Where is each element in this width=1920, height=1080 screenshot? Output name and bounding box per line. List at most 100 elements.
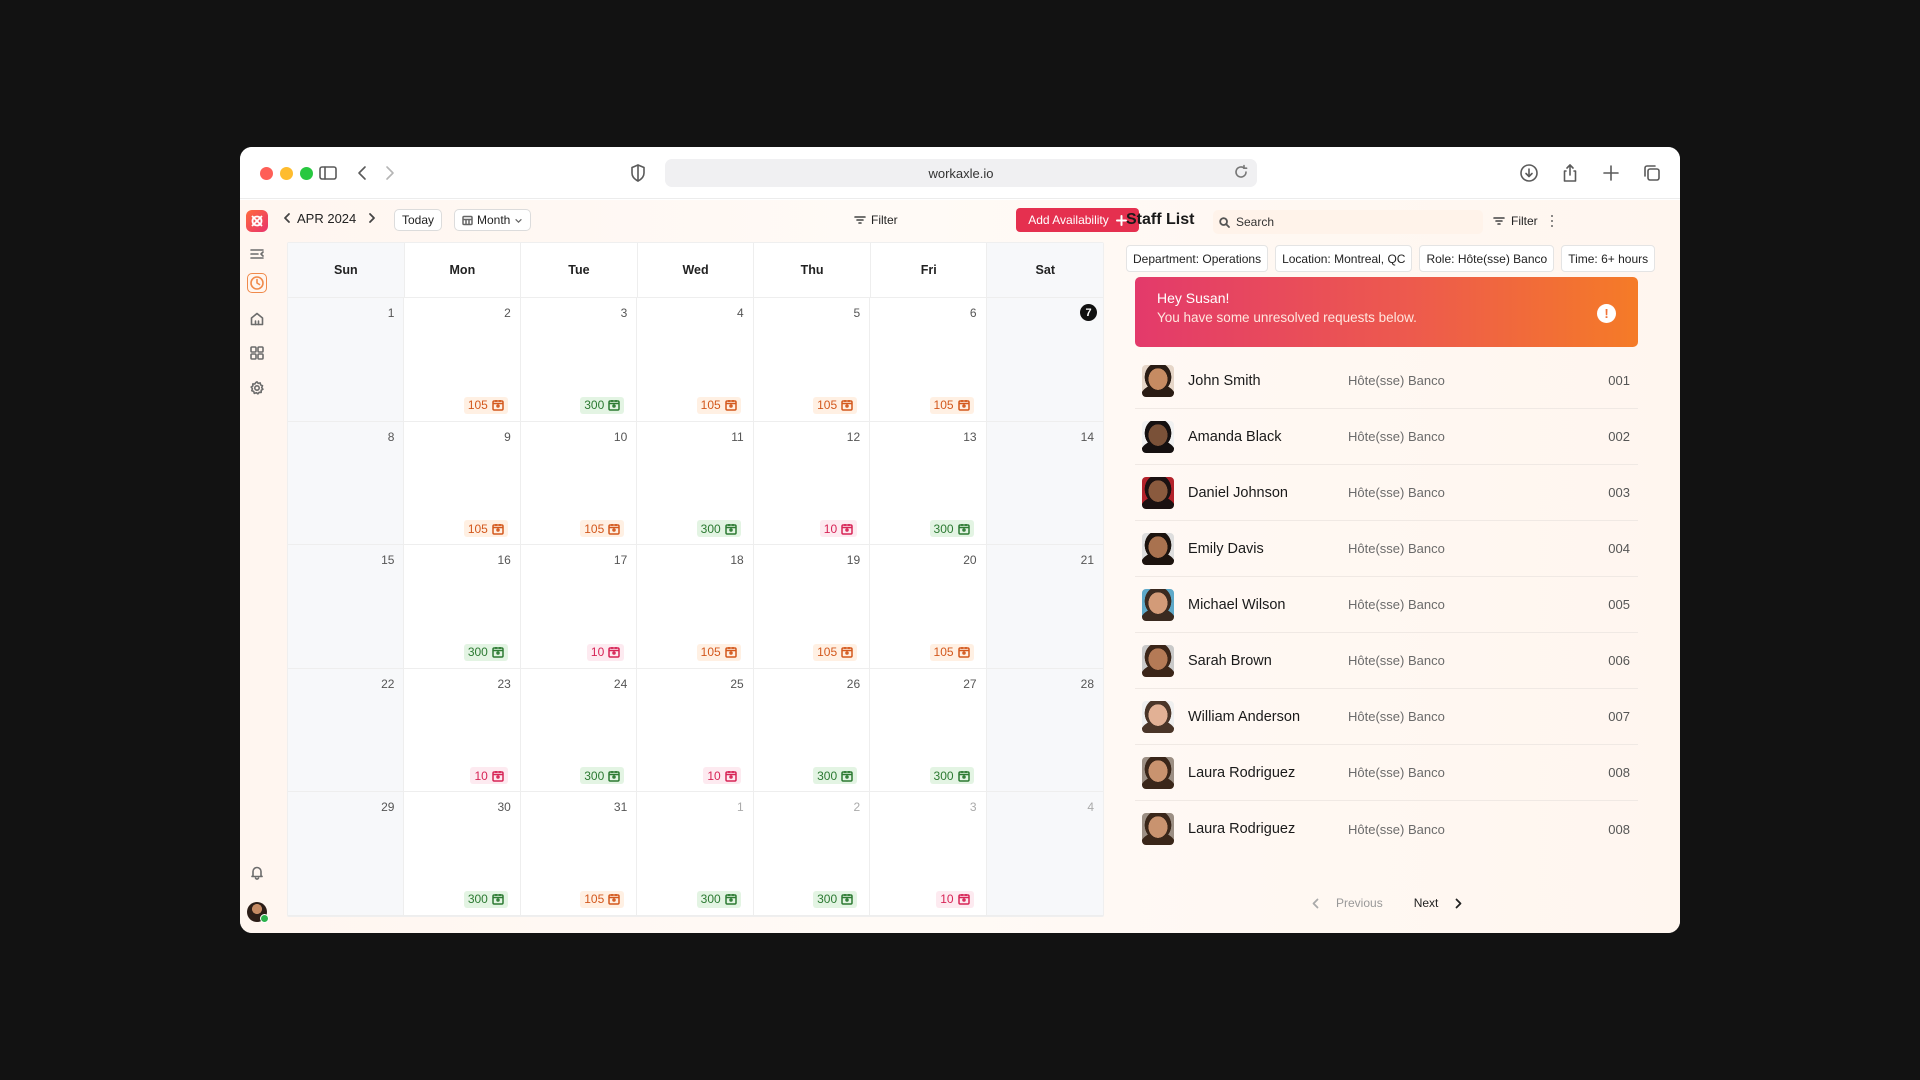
availability-badge[interactable]: 300 bbox=[696, 520, 741, 538]
calendar-day-cell[interactable]: 21 bbox=[986, 545, 1103, 669]
availability-badge[interactable]: 10 bbox=[936, 890, 974, 908]
minimize-window-button[interactable] bbox=[280, 167, 293, 180]
availability-badge[interactable]: 105 bbox=[580, 520, 625, 538]
apps-grid-icon[interactable] bbox=[247, 343, 267, 363]
next-month-icon[interactable] bbox=[365, 211, 379, 225]
calendar-day-cell[interactable]: 22 bbox=[288, 668, 405, 793]
availability-badge[interactable]: 105 bbox=[813, 396, 858, 414]
calendar-day-cell[interactable]: 1 bbox=[288, 298, 405, 422]
calendar-filter-button[interactable]: Filter bbox=[854, 209, 898, 231]
close-window-button[interactable] bbox=[260, 167, 273, 180]
calendar-day-cell[interactable]: 12 10 bbox=[753, 421, 871, 546]
calendar-day-cell[interactable]: 18 105 bbox=[637, 545, 754, 669]
back-icon[interactable] bbox=[352, 162, 374, 184]
availability-badge[interactable]: 105 bbox=[929, 643, 974, 661]
calendar-day-cell[interactable]: 15 bbox=[288, 545, 405, 669]
calendar-day-cell[interactable]: 7 bbox=[986, 298, 1103, 422]
reload-icon[interactable] bbox=[1233, 164, 1249, 183]
calendar-day-cell[interactable]: 5 105 bbox=[753, 298, 871, 422]
calendar-day-cell[interactable]: 26 300 bbox=[753, 668, 871, 793]
staff-row[interactable]: Daniel Johnson Hôte(sse) Banco 003 bbox=[1135, 465, 1638, 521]
calendar-day-cell[interactable]: 16 300 bbox=[404, 545, 521, 669]
calendar-day-cell[interactable]: 27 300 bbox=[870, 668, 987, 793]
calendar-day-cell[interactable]: 19 105 bbox=[753, 545, 871, 669]
availability-badge[interactable]: 105 bbox=[929, 396, 974, 414]
filter-chip[interactable]: Time: 6+ hours bbox=[1561, 245, 1656, 272]
calendar-day-cell[interactable]: 17 10 bbox=[520, 545, 638, 669]
download-icon[interactable] bbox=[1518, 162, 1540, 184]
availability-badge[interactable]: 300 bbox=[813, 890, 858, 908]
availability-badge[interactable]: 300 bbox=[463, 643, 508, 661]
availability-badge[interactable]: 300 bbox=[580, 767, 625, 785]
staff-row[interactable]: Amanda Black Hôte(sse) Banco 002 bbox=[1135, 409, 1638, 465]
availability-badge[interactable]: 105 bbox=[813, 643, 858, 661]
availability-badge[interactable]: 10 bbox=[470, 767, 508, 785]
calendar-day-cell[interactable]: 4 105 bbox=[637, 298, 754, 422]
filter-chip[interactable]: Role: Hôte(sse) Banco bbox=[1419, 245, 1555, 272]
availability-badge[interactable]: 300 bbox=[929, 767, 974, 785]
availability-badge[interactable]: 105 bbox=[580, 890, 625, 908]
staff-row[interactable]: Michael Wilson Hôte(sse) Banco 005 bbox=[1135, 577, 1638, 633]
calendar-day-cell[interactable]: 13 300 bbox=[870, 421, 987, 546]
today-button[interactable]: Today bbox=[394, 209, 443, 231]
forward-icon[interactable] bbox=[378, 162, 400, 184]
calendar-day-cell[interactable]: 1 300 bbox=[637, 792, 754, 916]
staff-row[interactable]: Emily Davis Hôte(sse) Banco 004 bbox=[1135, 521, 1638, 577]
calendar-day-cell[interactable]: 6 105 bbox=[870, 298, 987, 422]
calendar-day-cell[interactable]: 23 10 bbox=[404, 668, 521, 793]
previous-page-button[interactable]: Previous bbox=[1309, 896, 1383, 910]
calendar-day-cell[interactable]: 2 300 bbox=[753, 792, 871, 916]
staff-row[interactable]: Laura Rodriguez Hôte(sse) Banco 008 bbox=[1135, 745, 1638, 801]
staff-row[interactable]: John Smith Hôte(sse) Banco 001 bbox=[1135, 353, 1638, 409]
sidebar-toggle-icon[interactable] bbox=[317, 162, 339, 184]
maximize-window-button[interactable] bbox=[300, 167, 313, 180]
app-logo-icon[interactable] bbox=[246, 210, 268, 232]
calendar-day-cell[interactable]: 10 105 bbox=[520, 421, 638, 546]
calendar-day-cell[interactable]: 24 300 bbox=[520, 668, 638, 793]
collapse-menu-icon[interactable] bbox=[247, 244, 267, 264]
view-select[interactable]: Month bbox=[454, 209, 532, 231]
calendar-day-cell[interactable]: 3 10 bbox=[870, 792, 987, 916]
calendar-day-cell[interactable]: 2 105 bbox=[404, 298, 521, 422]
user-avatar[interactable] bbox=[247, 902, 269, 923]
calendar-day-cell[interactable]: 14 bbox=[986, 421, 1103, 546]
add-availability-button[interactable]: Add Availability bbox=[1016, 208, 1139, 232]
calendar-day-cell[interactable]: 8 bbox=[288, 421, 405, 546]
calendar-day-cell[interactable]: 11 300 bbox=[637, 421, 754, 546]
settings-icon[interactable] bbox=[247, 378, 267, 398]
staff-row[interactable]: Laura Rodriguez Hôte(sse) Banco 008 bbox=[1135, 801, 1638, 857]
availability-badge[interactable]: 300 bbox=[463, 890, 508, 908]
calendar-day-cell[interactable]: 9 105 bbox=[404, 421, 521, 546]
calendar-day-cell[interactable]: 25 10 bbox=[637, 668, 754, 793]
alert-exclamation-icon[interactable]: ! bbox=[1597, 304, 1616, 323]
staff-filter-button[interactable]: Filter bbox=[1493, 214, 1538, 228]
availability-badge[interactable]: 105 bbox=[463, 396, 508, 414]
staff-search-input[interactable]: Search bbox=[1213, 210, 1483, 234]
staff-row[interactable]: William Anderson Hôte(sse) Banco 007 bbox=[1135, 689, 1638, 745]
availability-badge[interactable]: 105 bbox=[696, 643, 741, 661]
staff-row[interactable]: Sarah Brown Hôte(sse) Banco 006 bbox=[1135, 633, 1638, 689]
calendar-day-cell[interactable]: 28 bbox=[986, 668, 1103, 793]
bell-icon[interactable] bbox=[247, 862, 267, 882]
availability-badge[interactable]: 300 bbox=[929, 520, 974, 538]
more-options-icon[interactable] bbox=[1549, 214, 1555, 228]
availability-badge[interactable]: 300 bbox=[580, 396, 625, 414]
availability-badge[interactable]: 10 bbox=[703, 767, 741, 785]
calendar-day-cell[interactable]: 29 bbox=[288, 792, 405, 916]
availability-badge[interactable]: 10 bbox=[586, 643, 625, 661]
tab-overview-icon[interactable] bbox=[1641, 162, 1663, 184]
share-icon[interactable] bbox=[1559, 162, 1581, 184]
new-tab-icon[interactable] bbox=[1600, 162, 1622, 184]
availability-badge[interactable]: 10 bbox=[819, 520, 858, 538]
calendar-day-cell[interactable]: 20 105 bbox=[870, 545, 987, 669]
calendar-day-cell[interactable]: 3 300 bbox=[520, 298, 638, 422]
availability-badge[interactable]: 300 bbox=[813, 767, 858, 785]
home-icon[interactable] bbox=[247, 309, 267, 329]
filter-chip[interactable]: Location: Montreal, QC bbox=[1275, 245, 1413, 272]
filter-chip[interactable]: Department: Operations bbox=[1126, 245, 1269, 272]
calendar-day-cell[interactable]: 31 105 bbox=[520, 792, 638, 916]
availability-badge[interactable]: 300 bbox=[696, 890, 741, 908]
privacy-shield-icon[interactable] bbox=[627, 162, 649, 184]
next-page-button[interactable]: Next bbox=[1414, 896, 1466, 910]
availability-badge[interactable]: 105 bbox=[463, 520, 508, 538]
